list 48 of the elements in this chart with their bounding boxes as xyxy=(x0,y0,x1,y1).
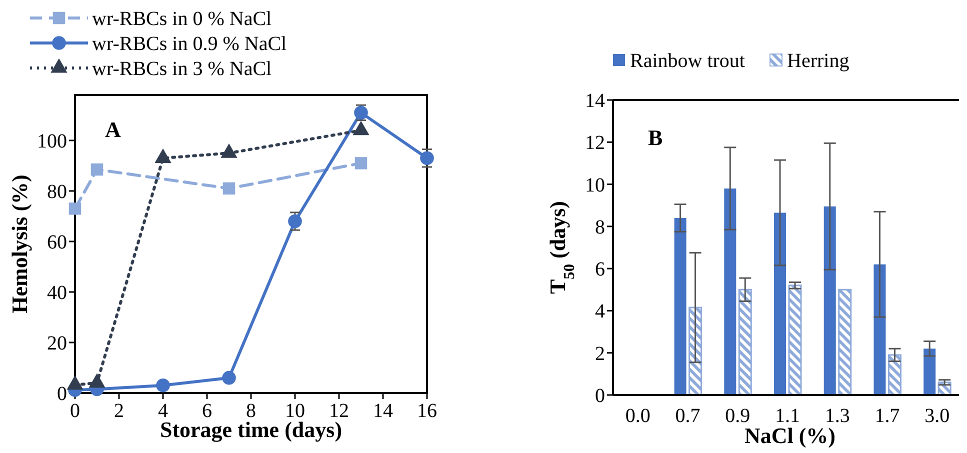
y-tick-label: 2 xyxy=(595,342,605,365)
bar xyxy=(738,288,752,396)
y-tick-label: 60 xyxy=(47,231,67,254)
y-tick-label: 4 xyxy=(595,300,605,323)
point xyxy=(288,214,302,228)
point xyxy=(420,151,434,166)
y-tick-label: 0 xyxy=(595,385,605,407)
point xyxy=(68,202,82,215)
legend-label: Herring xyxy=(787,50,850,72)
x-tick-label: 1.7 xyxy=(874,405,900,427)
y-tick-label: 80 xyxy=(47,180,67,203)
y-tick-label: 10 xyxy=(585,174,605,196)
legend-label: wr-RBCs in 0.9 % NaCl xyxy=(92,33,288,55)
point xyxy=(222,370,236,385)
bar xyxy=(688,306,702,396)
legend-label: wr-RBCs in 3 % NaCl xyxy=(92,58,272,80)
point xyxy=(90,163,104,176)
bar xyxy=(824,206,836,395)
x-tick-label: 0.7 xyxy=(675,405,700,427)
bar xyxy=(788,284,802,396)
text: A xyxy=(105,117,121,142)
point xyxy=(156,378,170,392)
y-tick-label: 100 xyxy=(37,130,67,152)
y-tick-label: 8 xyxy=(595,216,605,238)
x-tick-label: 14 xyxy=(373,400,393,422)
bar xyxy=(724,188,736,395)
bar xyxy=(924,348,936,395)
x-tick-label: 2 xyxy=(114,400,124,422)
y-axis-title: Hemolysis (%) xyxy=(7,174,32,314)
bar xyxy=(674,218,686,395)
point xyxy=(222,182,236,195)
bar xyxy=(774,212,786,395)
y-tick-label: 14 xyxy=(585,90,605,112)
x-tick-label: 3.0 xyxy=(924,405,950,427)
y-tick-label: 6 xyxy=(595,258,605,281)
x-tick-label: 16 xyxy=(417,400,437,422)
y-tick-label: 0 xyxy=(57,383,67,405)
legend-label: wr-RBCs in 0 % NaCl xyxy=(92,8,272,30)
bar xyxy=(838,288,852,396)
x-tick-label: 0.0 xyxy=(625,405,650,427)
y-tick-label: 12 xyxy=(585,132,605,154)
point xyxy=(354,157,368,170)
bar xyxy=(888,354,902,396)
bar xyxy=(874,264,886,395)
legend-label: Rainbow trout xyxy=(630,50,746,72)
text: B xyxy=(648,125,663,150)
y-tick-label: 20 xyxy=(47,332,67,354)
y-tick-label: 40 xyxy=(47,282,67,304)
